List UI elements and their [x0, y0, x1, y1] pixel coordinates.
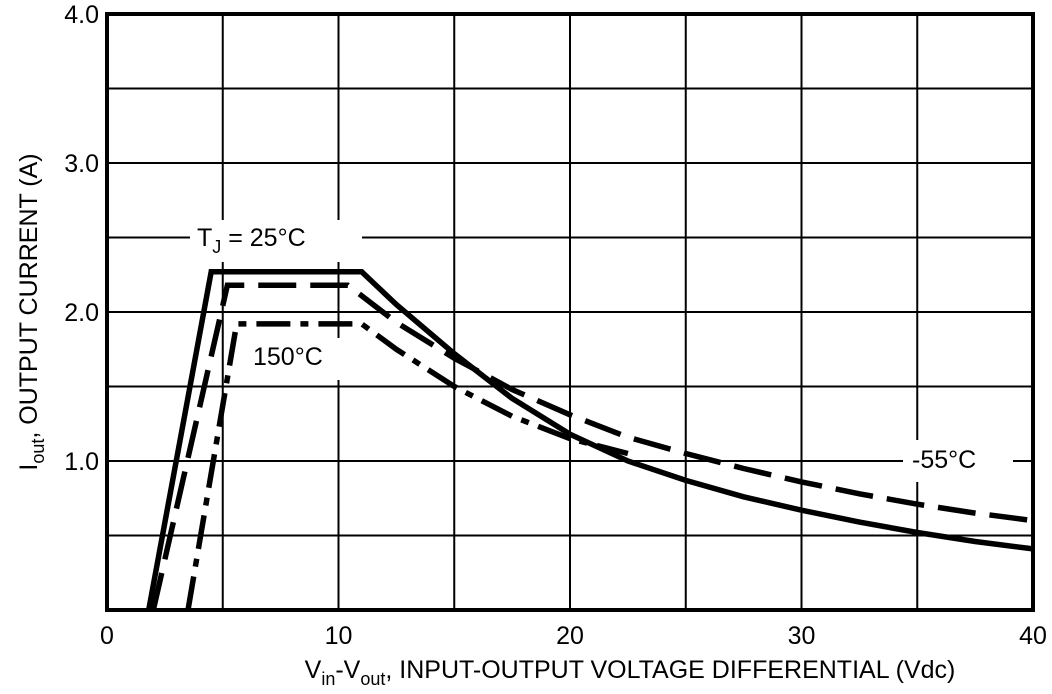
grid — [107, 14, 1033, 610]
y-tick-label: 3.0 — [64, 150, 99, 178]
x-tick-label: 40 — [1019, 622, 1047, 650]
x-tick-label: 30 — [788, 622, 816, 650]
x-tick-label: 20 — [556, 622, 584, 650]
curve-label-background — [903, 440, 1013, 482]
y-tick-label: 1.0 — [64, 448, 99, 476]
curve-labels: TJ = 25°C 150°C -55°C — [190, 220, 1013, 482]
curve-label: 150°C — [253, 343, 323, 371]
x-axis-label: Vin-Vout, INPUT-OUTPUT VOLTAGE DIFFERENT… — [305, 656, 956, 689]
curve-label: -55°C — [912, 446, 976, 474]
series-line-t25 — [145, 269, 1034, 611]
plot-frame — [105, 12, 1035, 612]
curve-label-background — [245, 338, 340, 380]
y-tick-label: 2.0 — [64, 299, 99, 327]
x-tick-label: 0 — [100, 622, 114, 650]
curve-label-background — [190, 220, 362, 262]
tick-labels: 0 10 20 30 40 1.0 2.0 3.0 4.0 — [64, 1, 1047, 650]
series-lines — [145, 269, 1034, 611]
series-line-tm55 — [150, 282, 1034, 611]
curve-label: TJ = 25°C — [197, 224, 306, 257]
series-line-t150 — [185, 321, 629, 611]
y-tick-label: 4.0 — [64, 1, 99, 29]
y-axis-label: Iout, OUTPUT CURRENT (A) — [15, 153, 48, 470]
x-tick-label: 10 — [325, 622, 353, 650]
